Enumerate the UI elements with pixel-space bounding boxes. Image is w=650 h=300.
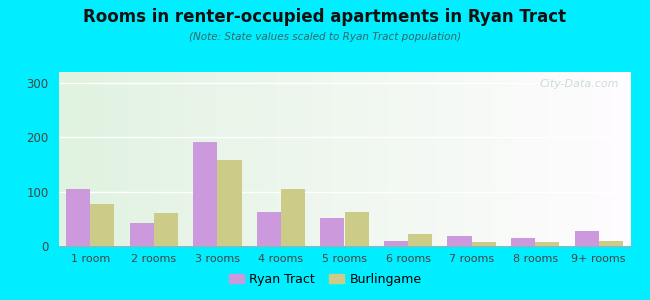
Bar: [384, 241, 408, 246]
Bar: [599, 241, 623, 246]
Bar: [154, 213, 178, 246]
Text: City-Data.com: City-Data.com: [540, 79, 619, 89]
Bar: [511, 238, 535, 246]
Text: (Note: State values scaled to Ryan Tract population): (Note: State values scaled to Ryan Tract…: [189, 32, 461, 41]
Bar: [217, 160, 242, 246]
Legend: Ryan Tract, Burlingame: Ryan Tract, Burlingame: [224, 268, 426, 291]
Bar: [320, 218, 344, 246]
Bar: [447, 236, 472, 246]
Bar: [130, 223, 154, 246]
Bar: [281, 189, 305, 246]
Bar: [472, 242, 496, 246]
Bar: [535, 242, 559, 246]
Bar: [66, 189, 90, 246]
Text: Rooms in renter-occupied apartments in Ryan Tract: Rooms in renter-occupied apartments in R…: [83, 8, 567, 26]
Bar: [575, 231, 599, 246]
Bar: [90, 204, 114, 246]
Bar: [408, 234, 432, 246]
Bar: [257, 212, 281, 246]
Bar: [344, 212, 369, 246]
Bar: [193, 142, 217, 246]
